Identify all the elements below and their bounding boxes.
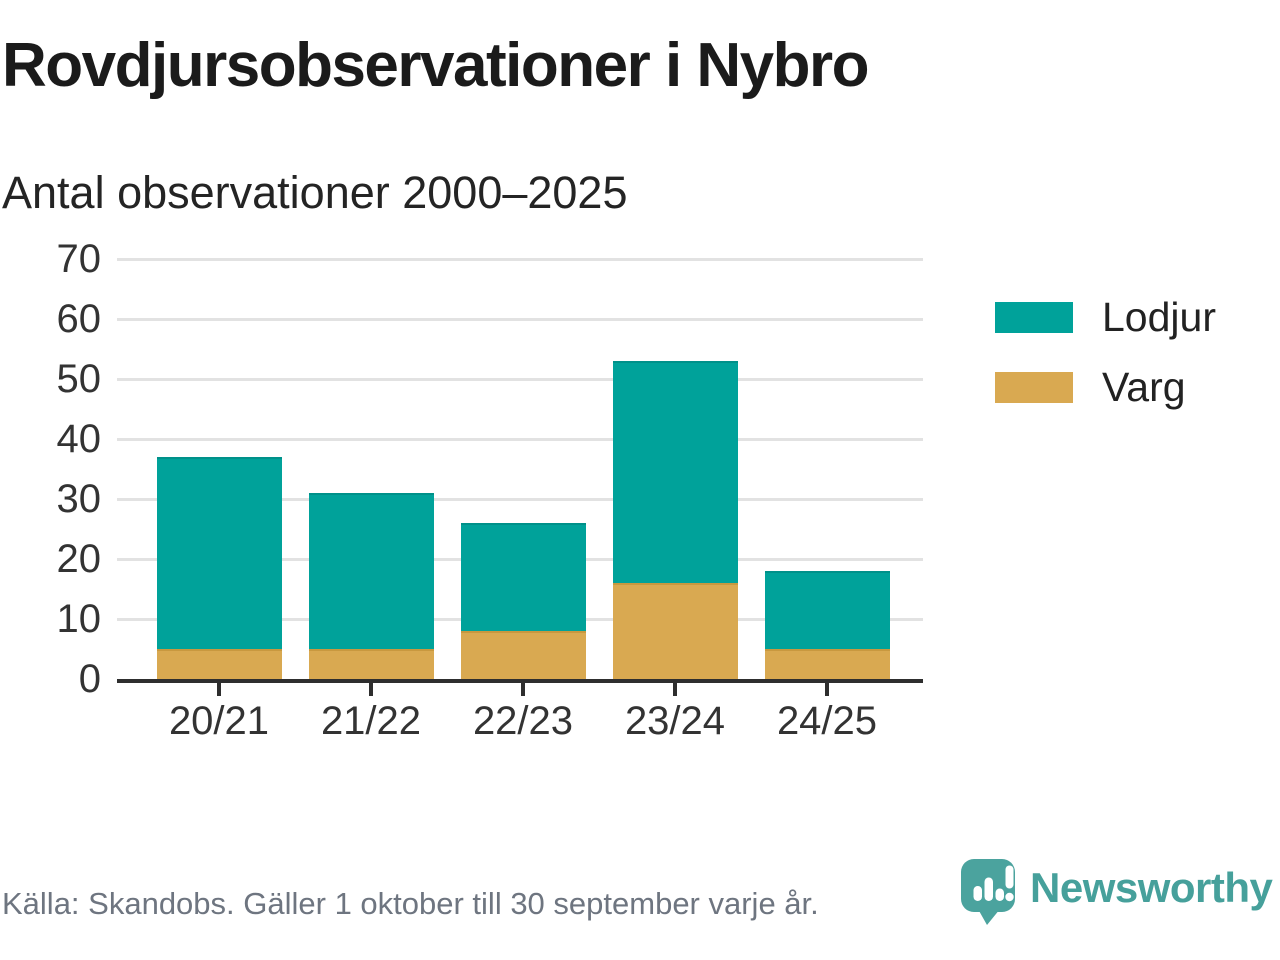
bar-group [612,361,738,679]
legend-swatch [995,302,1073,333]
legend-item-lodjur: Lodjur [995,297,1216,338]
x-tick-label: 21/22 [320,699,422,743]
bar-segment-lodjur [764,571,890,649]
legend-swatch [995,372,1073,403]
plot-area [117,257,923,683]
brand-lockup: Newsworthy [960,858,1273,927]
legend: Lodjur Varg [995,297,1216,408]
x-axis-tick [825,683,829,696]
bar-group [764,571,890,679]
x-tick-label: 23/24 [624,699,726,743]
gridline [117,377,923,381]
bar-segment-lodjur [612,361,738,583]
x-axis-tick [521,683,525,696]
x-axis-tick [217,683,221,696]
y-tick-label: 10 [56,597,102,641]
legend-label: Varg [1102,364,1186,410]
bar-segment-lodjur [308,493,434,649]
bar-segment-lodjur [156,457,282,649]
bar-segment-varg [308,649,434,679]
legend-label: Lodjur [1102,294,1216,340]
y-tick-label: 50 [56,357,102,401]
bar-group [308,493,434,679]
bar-segment-varg [460,631,586,679]
y-tick-label: 0 [78,657,101,701]
y-tick-label: 20 [56,537,102,581]
chart-title: Rovdjursobservationer i Nybro [2,31,870,100]
bar-group [460,523,586,679]
legend-item-varg: Varg [995,367,1216,408]
y-tick-label: 40 [56,417,102,461]
x-axis-tick [673,683,677,696]
bar-group [156,457,282,679]
gridline [117,317,923,321]
speech-bubble-bar-chart-icon [961,859,1015,925]
y-tick-label: 60 [56,297,102,341]
chart-subtitle: Antal observationer 2000–2025 [2,167,628,218]
bar-segment-varg [764,649,890,679]
x-axis-tick [369,683,373,696]
y-tick-label: 70 [56,237,102,281]
brand-wordmark: Newsworthy [1030,864,1273,911]
gridline [117,437,923,441]
bar-segment-varg [156,649,282,679]
gridline [117,497,923,501]
x-tick-label: 20/21 [168,699,270,743]
gridline [117,257,923,261]
bar-segment-lodjur [460,523,586,631]
y-tick-label: 30 [56,477,102,521]
x-tick-label: 24/25 [776,699,878,743]
bar-segment-varg [612,583,738,679]
source-note: Källa: Skandobs. Gäller 1 oktober till 3… [2,886,819,921]
x-tick-label: 22/23 [472,699,574,743]
